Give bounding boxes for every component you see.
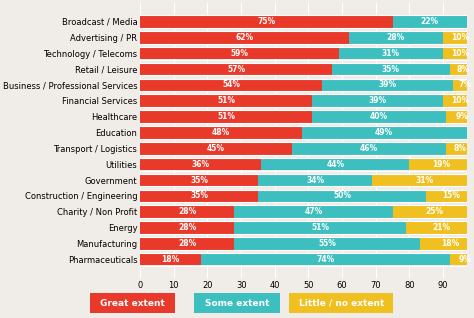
- Text: 57%: 57%: [227, 65, 245, 73]
- Bar: [373, 174, 474, 186]
- Bar: [410, 158, 474, 170]
- Text: 31%: 31%: [416, 176, 434, 184]
- Text: 28%: 28%: [178, 223, 196, 232]
- Bar: [443, 94, 474, 107]
- Text: 35%: 35%: [190, 191, 208, 200]
- Text: 15%: 15%: [442, 191, 460, 200]
- Bar: [235, 205, 392, 218]
- Text: 19%: 19%: [432, 160, 450, 169]
- Text: 36%: 36%: [191, 160, 210, 169]
- Bar: [447, 110, 474, 123]
- Text: 50%: 50%: [333, 191, 351, 200]
- Text: 25%: 25%: [426, 207, 444, 216]
- Text: 48%: 48%: [212, 128, 230, 137]
- Bar: [235, 237, 419, 250]
- Text: 51%: 51%: [311, 223, 329, 232]
- Text: 28%: 28%: [178, 207, 196, 216]
- Bar: [453, 79, 474, 91]
- Bar: [426, 190, 474, 202]
- Text: 35%: 35%: [190, 176, 208, 184]
- Bar: [443, 31, 474, 44]
- Bar: [258, 190, 426, 202]
- Text: 47%: 47%: [304, 207, 323, 216]
- Text: 39%: 39%: [368, 96, 386, 105]
- Text: Some extent: Some extent: [205, 299, 269, 308]
- Text: 18%: 18%: [441, 239, 459, 248]
- Bar: [312, 110, 447, 123]
- Bar: [392, 205, 474, 218]
- Text: 28%: 28%: [387, 33, 405, 42]
- Bar: [406, 221, 474, 234]
- Text: 8%: 8%: [457, 65, 470, 73]
- Bar: [447, 142, 474, 155]
- Bar: [235, 221, 406, 234]
- Bar: [450, 253, 474, 266]
- Bar: [419, 237, 474, 250]
- Bar: [140, 94, 312, 107]
- Text: 40%: 40%: [370, 112, 388, 121]
- Text: 35%: 35%: [382, 65, 400, 73]
- Text: 9%: 9%: [455, 112, 468, 121]
- Text: 55%: 55%: [318, 239, 336, 248]
- Bar: [443, 47, 474, 59]
- Bar: [140, 126, 302, 139]
- Bar: [140, 190, 258, 202]
- Text: Great extent: Great extent: [100, 299, 165, 308]
- Text: 10%: 10%: [451, 49, 469, 58]
- Bar: [140, 110, 312, 123]
- Text: 62%: 62%: [236, 33, 254, 42]
- Bar: [140, 237, 235, 250]
- Bar: [450, 63, 474, 75]
- Text: 10%: 10%: [451, 96, 469, 105]
- Bar: [322, 79, 453, 91]
- Text: Little / no extent: Little / no extent: [299, 299, 384, 308]
- Text: 34%: 34%: [306, 176, 324, 184]
- Text: 74%: 74%: [316, 255, 334, 264]
- Bar: [392, 15, 466, 28]
- Text: 45%: 45%: [207, 144, 225, 153]
- Bar: [140, 142, 292, 155]
- Text: 51%: 51%: [217, 96, 235, 105]
- Text: 31%: 31%: [382, 49, 400, 58]
- Bar: [140, 205, 235, 218]
- Text: 10%: 10%: [451, 33, 469, 42]
- Bar: [302, 126, 466, 139]
- Text: 39%: 39%: [378, 80, 397, 89]
- Text: 28%: 28%: [178, 239, 196, 248]
- Bar: [140, 31, 349, 44]
- Bar: [349, 31, 443, 44]
- Text: 18%: 18%: [161, 255, 180, 264]
- Bar: [140, 174, 258, 186]
- Bar: [292, 142, 447, 155]
- Bar: [140, 253, 201, 266]
- Bar: [140, 47, 339, 59]
- Bar: [466, 15, 474, 28]
- Text: 21%: 21%: [432, 223, 450, 232]
- Bar: [466, 126, 474, 139]
- Bar: [312, 94, 443, 107]
- Bar: [339, 47, 443, 59]
- Bar: [140, 79, 322, 91]
- Text: 22%: 22%: [420, 17, 438, 26]
- Text: 54%: 54%: [222, 80, 240, 89]
- Text: 75%: 75%: [257, 17, 275, 26]
- Text: 7%: 7%: [458, 80, 472, 89]
- Bar: [261, 158, 410, 170]
- Bar: [140, 15, 392, 28]
- Bar: [140, 158, 261, 170]
- Bar: [258, 174, 373, 186]
- Text: 59%: 59%: [230, 49, 248, 58]
- Text: 51%: 51%: [217, 112, 235, 121]
- Bar: [140, 63, 332, 75]
- Text: 46%: 46%: [360, 144, 378, 153]
- Text: 44%: 44%: [326, 160, 345, 169]
- Text: 49%: 49%: [375, 128, 393, 137]
- Text: 8%: 8%: [454, 144, 466, 153]
- Text: 9%: 9%: [458, 255, 471, 264]
- Bar: [201, 253, 450, 266]
- Bar: [140, 221, 235, 234]
- Bar: [332, 63, 450, 75]
